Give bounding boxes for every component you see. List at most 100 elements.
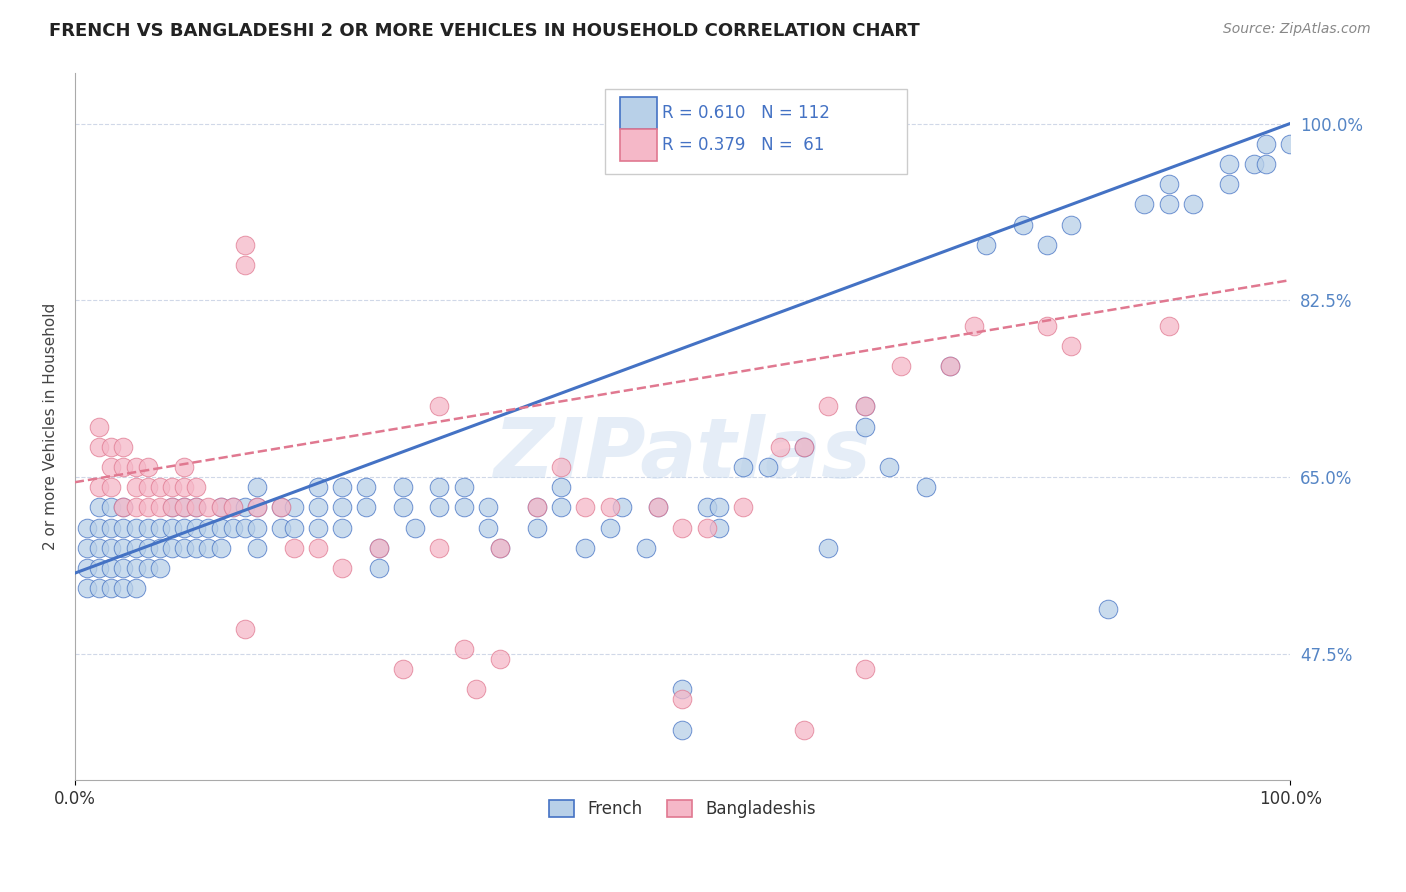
Point — [574, 500, 596, 515]
Point — [246, 541, 269, 555]
Point — [330, 521, 353, 535]
Point — [222, 500, 245, 515]
Point — [1218, 177, 1240, 191]
Point — [330, 500, 353, 515]
Point — [209, 500, 232, 515]
Point — [149, 521, 172, 535]
Point — [550, 460, 572, 475]
Point — [233, 258, 256, 272]
Point — [149, 480, 172, 494]
Point — [76, 561, 98, 575]
Point — [87, 419, 110, 434]
Point — [173, 541, 195, 555]
Point — [160, 480, 183, 494]
Point — [599, 521, 621, 535]
Point — [853, 400, 876, 414]
Point — [124, 500, 146, 515]
Point — [222, 500, 245, 515]
Point — [793, 723, 815, 737]
Point — [853, 662, 876, 676]
Point — [233, 521, 256, 535]
Point — [489, 541, 512, 555]
Point — [769, 440, 792, 454]
Point — [392, 500, 415, 515]
Point — [890, 359, 912, 373]
Point — [477, 521, 499, 535]
Point — [1097, 601, 1119, 615]
Point — [1060, 218, 1083, 232]
Point — [87, 480, 110, 494]
Point — [404, 521, 426, 535]
Point — [429, 541, 451, 555]
Point — [87, 582, 110, 596]
Text: Source: ZipAtlas.com: Source: ZipAtlas.com — [1223, 22, 1371, 37]
Point — [209, 541, 232, 555]
Point — [124, 541, 146, 555]
Point — [307, 521, 329, 535]
Point — [112, 440, 135, 454]
Point — [87, 521, 110, 535]
Point — [793, 440, 815, 454]
Point — [112, 561, 135, 575]
Point — [283, 521, 305, 535]
Point — [136, 460, 159, 475]
Point — [914, 480, 936, 494]
Point — [112, 541, 135, 555]
Point — [197, 500, 219, 515]
Point — [100, 561, 122, 575]
Text: R = 0.379   N =  61: R = 0.379 N = 61 — [662, 136, 824, 154]
Point — [550, 500, 572, 515]
Point — [671, 521, 693, 535]
Point — [392, 662, 415, 676]
Point — [149, 541, 172, 555]
Point — [233, 237, 256, 252]
Point — [160, 500, 183, 515]
Point — [793, 440, 815, 454]
Point — [209, 521, 232, 535]
Point — [112, 500, 135, 515]
Point — [853, 400, 876, 414]
Point — [160, 541, 183, 555]
Point — [87, 541, 110, 555]
Point — [136, 480, 159, 494]
Point — [489, 652, 512, 666]
Point — [160, 521, 183, 535]
Point — [707, 500, 730, 515]
Point — [222, 521, 245, 535]
Point — [1157, 197, 1180, 211]
Point — [1011, 218, 1033, 232]
Point — [307, 480, 329, 494]
Point — [100, 440, 122, 454]
Point — [330, 480, 353, 494]
Point — [186, 541, 208, 555]
Point — [149, 500, 172, 515]
Point — [696, 521, 718, 535]
Point — [233, 500, 256, 515]
Point — [647, 500, 669, 515]
Point — [367, 541, 389, 555]
Point — [1254, 136, 1277, 151]
Point — [186, 500, 208, 515]
Point — [939, 359, 962, 373]
Point — [1218, 157, 1240, 171]
Point — [307, 500, 329, 515]
Point — [246, 480, 269, 494]
Point — [696, 500, 718, 515]
Point — [186, 480, 208, 494]
Point — [124, 582, 146, 596]
Point — [464, 682, 486, 697]
Point — [1060, 339, 1083, 353]
Point — [1036, 318, 1059, 333]
Point — [112, 500, 135, 515]
Point — [599, 500, 621, 515]
Point — [307, 541, 329, 555]
Point — [1157, 177, 1180, 191]
Point — [1036, 237, 1059, 252]
Point — [76, 521, 98, 535]
Point — [173, 480, 195, 494]
Point — [453, 642, 475, 657]
Point — [197, 541, 219, 555]
Point — [160, 500, 183, 515]
Point — [100, 480, 122, 494]
Point — [671, 682, 693, 697]
